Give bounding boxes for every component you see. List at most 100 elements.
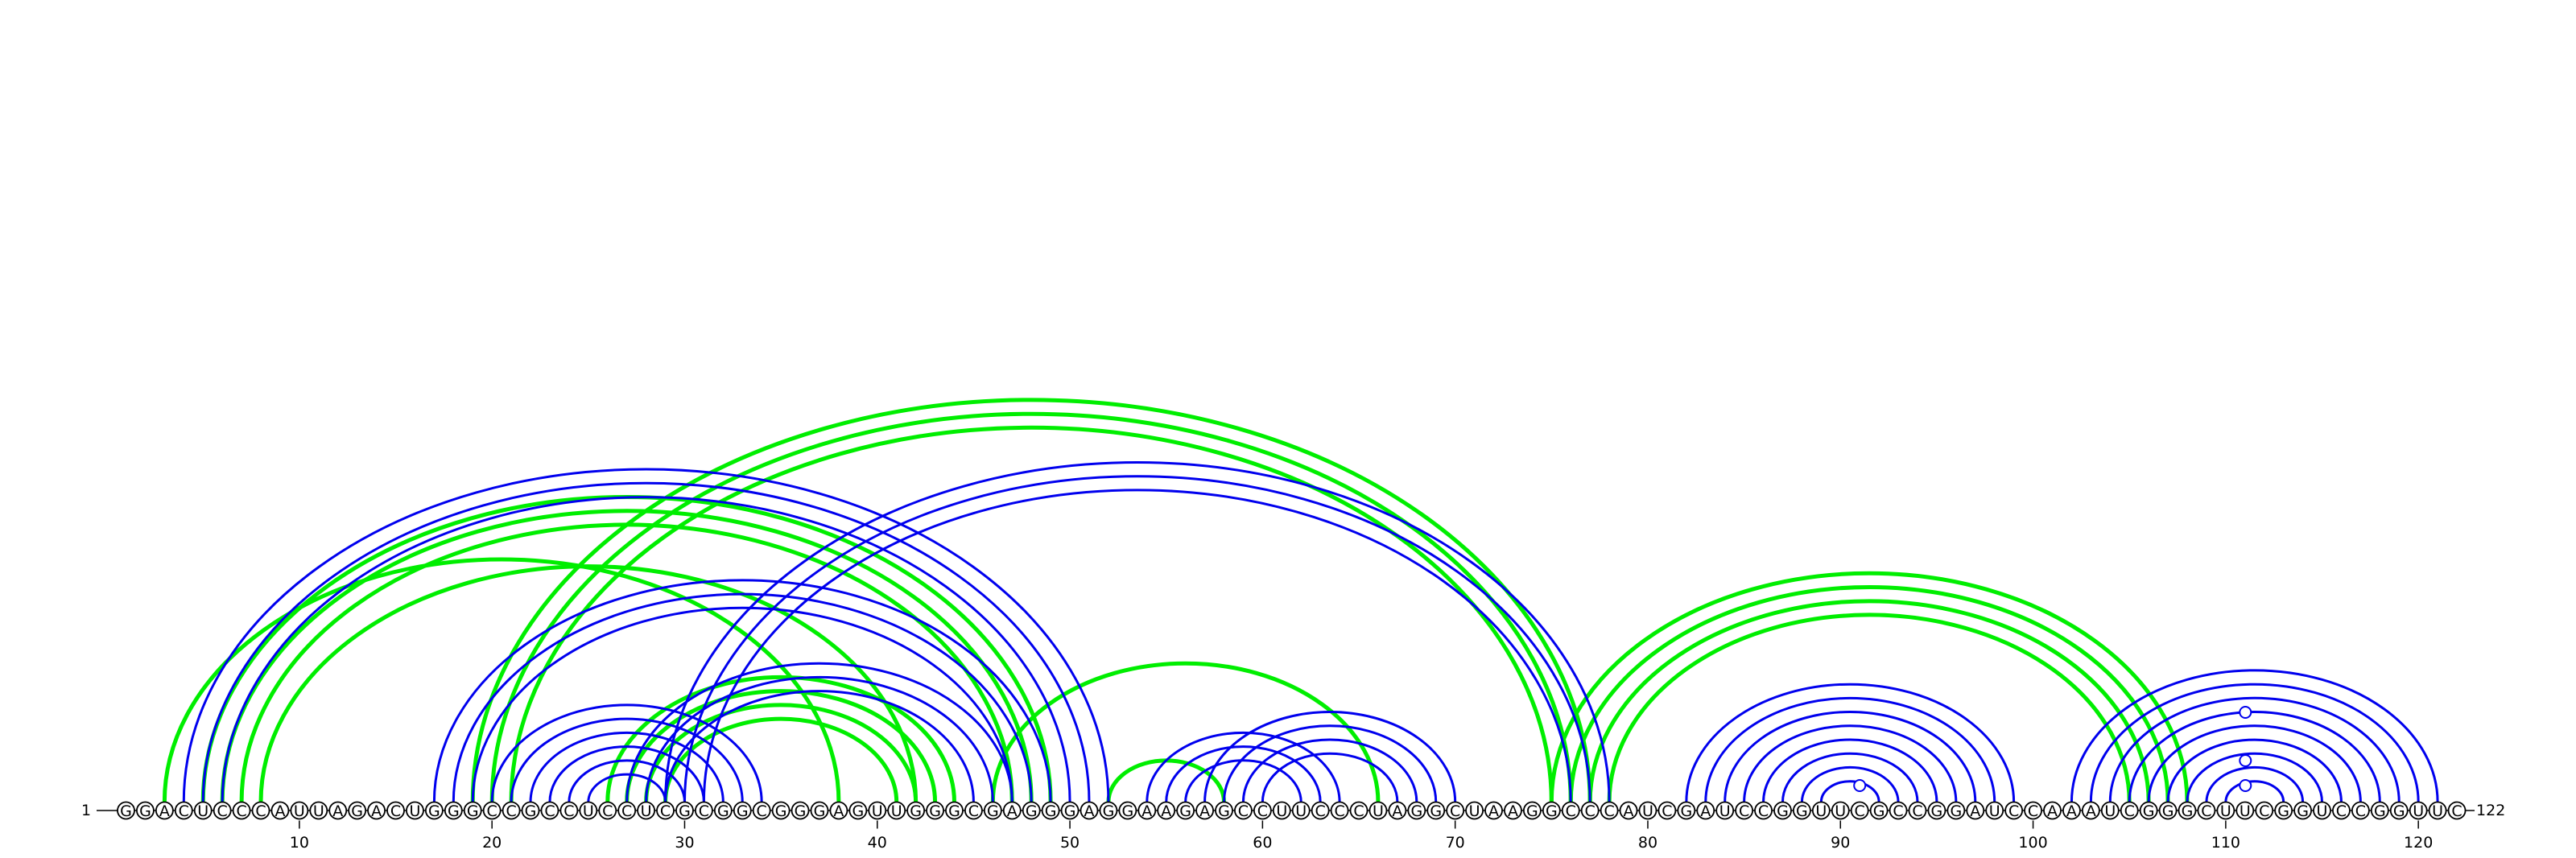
green-base-pair-arc — [1549, 571, 2190, 802]
position-axis: 10 20 30 40 50 60 70 80 90 100 110 120 — [290, 820, 2433, 852]
nucleotide-circle — [502, 801, 521, 820]
nucleotide-circle — [1735, 801, 1754, 820]
nucleotide-letter: G — [1026, 802, 1038, 820]
green-base-pair-arc — [509, 425, 1554, 802]
nucleotide-circle — [1022, 801, 1041, 820]
nucleotide-circle — [1946, 801, 1966, 820]
sequence-end-label: 122 — [2476, 802, 2505, 819]
nucleotide-letter: A — [332, 802, 343, 820]
nucleotide-circle — [193, 801, 213, 820]
nucleotide-circle — [2274, 801, 2293, 820]
nucleotide-letter: C — [1758, 802, 1769, 820]
nucleotide-circle — [1465, 801, 1484, 820]
nucleotide-letter: U — [2413, 802, 2424, 820]
nucleotide-circle — [2313, 801, 2331, 820]
blue-base-pair-arc — [1781, 752, 1919, 802]
nucleotide-letter: U — [197, 802, 208, 820]
nucleotide-letter: C — [1739, 802, 1749, 820]
nucleotide-circle — [1407, 801, 1426, 820]
nucleotide-circle — [540, 801, 559, 820]
nucleotide-circle — [290, 801, 309, 820]
nucleotide-letter: G — [1777, 802, 1789, 820]
nucleotide-letter: G — [120, 802, 132, 820]
blue-base-pair-arc — [1146, 731, 1341, 802]
nucleotide-circle — [1966, 801, 1985, 820]
nucleotide-letter: A — [1392, 802, 1402, 820]
green-base-pair-arc — [605, 674, 956, 802]
nucleotide-circle — [1638, 801, 1657, 820]
nucleotide-letter: G — [814, 802, 826, 820]
nucleotide-circle — [1234, 801, 1253, 820]
nucleotide-letter: U — [1276, 802, 1287, 820]
blue-base-pair-arc — [702, 489, 1572, 802]
nucleotide-circle — [309, 801, 328, 820]
nucleotide-circle — [2428, 801, 2447, 820]
blue-base-pair-arc — [1762, 738, 1938, 802]
nucleotide-circle — [983, 801, 1002, 820]
nucleotide-letter: U — [2104, 802, 2116, 820]
nucleotide-circle — [964, 801, 983, 820]
nucleotide-circle — [1677, 801, 1696, 820]
nucleotide-letter: C — [1334, 802, 1344, 820]
blue-arc-layer — [182, 460, 2439, 802]
blue-base-pair-arc — [432, 579, 1052, 802]
nucleotide-circle — [482, 801, 502, 820]
nucleotide-letter: C — [2451, 802, 2462, 820]
nucleotide-circle — [2158, 801, 2178, 820]
nucleotide-circle — [1869, 801, 1889, 820]
nucleotide-letter: G — [1218, 802, 1230, 820]
nucleotide-letter: G — [775, 802, 787, 820]
green-base-pair-arc — [258, 564, 919, 802]
nucleotide-letter: C — [621, 802, 632, 820]
axis-tick-label: 30 — [675, 834, 694, 852]
nucleotide-circle — [1831, 801, 1850, 820]
blue-base-pair-arc — [529, 731, 724, 802]
axis-tick-label: 80 — [1638, 834, 1657, 852]
nucleotide-letter: G — [910, 802, 922, 820]
nucleotide-circle — [406, 801, 424, 820]
nucleotide-letter: U — [1642, 802, 1653, 820]
nucleotide-letter: U — [1719, 802, 1731, 820]
blue-base-pair-arc — [2186, 752, 2324, 802]
nucleotide-circle — [1215, 801, 1233, 820]
nucleotide-letter: U — [1835, 802, 1846, 820]
blue-base-pair-arc — [2224, 780, 2285, 802]
nucleotide-circle — [2351, 801, 2370, 820]
nucleotide-circle — [1118, 801, 1137, 820]
nucleotide-circle — [713, 801, 733, 820]
nucleotide-letter: G — [448, 802, 460, 820]
nucleotide-letter: C — [1238, 802, 1249, 820]
nucleotide-letter: U — [872, 802, 883, 820]
green-base-pair-arc — [489, 411, 1573, 802]
nucleotide-letter: C — [1912, 802, 1922, 820]
nucleotide-letter: C — [1604, 802, 1614, 820]
nucleotide-letter: G — [2162, 802, 2174, 820]
nucleotide-letter: G — [1179, 802, 1191, 820]
nucleotide-circle — [444, 801, 463, 820]
nucleotide-circle — [1908, 801, 1927, 820]
nucleotide-letter: G — [717, 802, 729, 820]
nucleotide-circle — [848, 801, 868, 820]
nucleotide-letter: C — [2336, 802, 2347, 820]
nucleotide-circle — [1368, 801, 1388, 820]
nucleotide-circle — [463, 801, 482, 820]
nucleotide-letter: C — [968, 802, 979, 820]
nucleotide-circle — [1426, 801, 1446, 820]
nucleotide-letter: U — [313, 802, 324, 820]
axis-tick-label: 120 — [2404, 834, 2433, 852]
nucleotide-letter: G — [467, 802, 479, 820]
blue-base-pair-arc — [568, 759, 686, 802]
nucleotide-letter: C — [1315, 802, 1326, 820]
nucleotide-circle — [232, 801, 251, 820]
nucleotide-letter: G — [1680, 802, 1692, 820]
nucleotide-letter: U — [2220, 802, 2231, 820]
nucleotide-circle — [2447, 801, 2467, 820]
blue-base-pair-arc — [1241, 738, 1418, 802]
nucleotide-letter: C — [1566, 802, 1576, 820]
nucleotide-circle — [868, 801, 887, 820]
nucleotide-circle — [926, 801, 944, 820]
nucleotide-letter: A — [371, 802, 382, 820]
blue-base-pair-arc — [1685, 683, 2016, 802]
